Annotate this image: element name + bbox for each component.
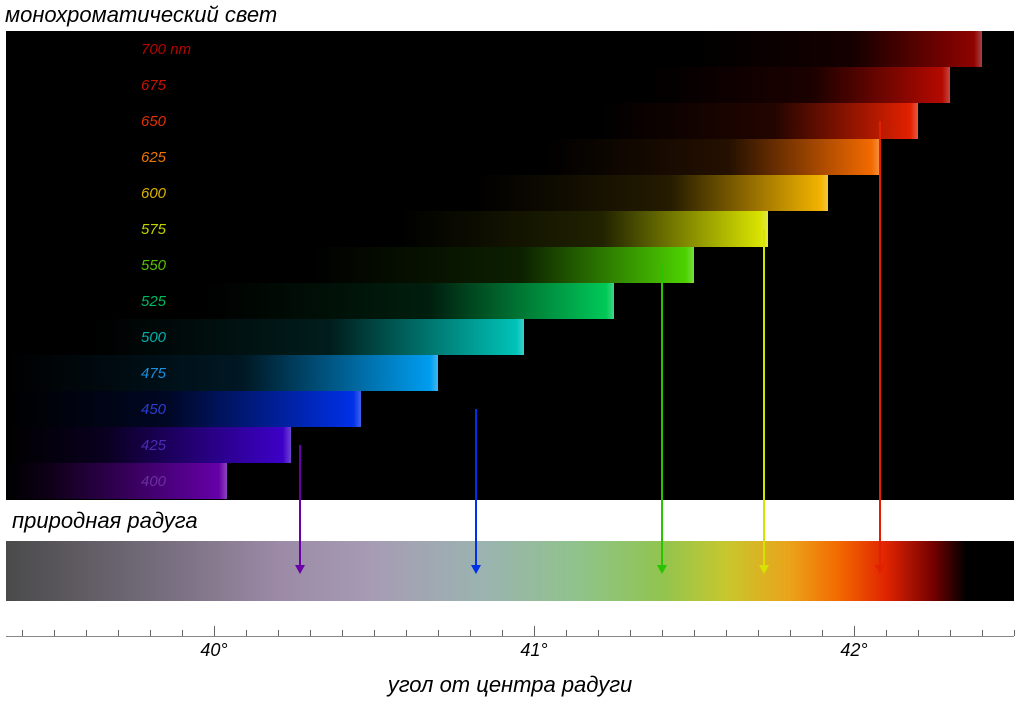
angle-ruler: 40° 41° 42° xyxy=(6,624,1014,668)
spectrum-row-575: 575 xyxy=(6,211,1014,247)
wavelength-label: 625 xyxy=(141,149,166,166)
indicator-arrow xyxy=(661,265,663,565)
indicator-arrow xyxy=(763,229,765,565)
spectrum-row-650: 650 xyxy=(6,103,1014,139)
watermark: Hegny xyxy=(433,510,508,541)
spectrum-row-400: 400 xyxy=(6,463,1014,499)
ruler-tick-major xyxy=(374,630,375,636)
ruler-tick-major xyxy=(182,630,183,636)
wavelength-label: 450 xyxy=(141,401,166,418)
ruler-tick-major xyxy=(342,630,343,636)
ruler-tick-major xyxy=(630,630,631,636)
spectrum-band xyxy=(6,319,524,355)
spectrum-band xyxy=(6,463,227,499)
ruler-tick-major xyxy=(662,630,663,636)
spectrum-row-700: 700 nm xyxy=(6,31,1014,67)
spectrum-band xyxy=(6,211,768,247)
wavelength-label: 425 xyxy=(141,437,166,454)
ruler-tick-major xyxy=(438,630,439,636)
arrow-head-icon xyxy=(657,565,667,574)
wavelength-label: 550 xyxy=(141,257,166,274)
ruler-tick-major xyxy=(726,630,727,636)
ruler-tick-major xyxy=(566,630,567,636)
spectrum-row-600: 600 xyxy=(6,175,1014,211)
indicator-arrow xyxy=(299,445,301,565)
spectrum-row-500: 500 xyxy=(6,319,1014,355)
ruler-tick-minor xyxy=(1014,630,1015,636)
ruler-tick-major xyxy=(278,630,279,636)
spectrum-stack: 700 nm 675 650 625 600 575 550 525 500 475 450 425 4… xyxy=(6,31,1014,500)
ruler-tick-major xyxy=(982,630,983,636)
ruler-tick-major xyxy=(150,630,151,636)
wavelength-label: 650 xyxy=(141,113,166,130)
wavelength-label: 600 xyxy=(141,185,166,202)
rainbow-bar xyxy=(6,541,1014,601)
spectrum-row-450: 450 xyxy=(6,391,1014,427)
spectrum-band xyxy=(6,247,694,283)
spectrum-row-525: 525 xyxy=(6,283,1014,319)
arrow-head-icon xyxy=(759,565,769,574)
ruler-tick-major xyxy=(214,626,215,636)
ruler-tick-minor xyxy=(22,630,23,636)
arrow-head-icon xyxy=(295,565,305,574)
ruler-tick-major xyxy=(950,630,951,636)
spectrum-row-625: 625 xyxy=(6,139,1014,175)
wavelength-label: 500 xyxy=(141,329,166,346)
ruler-tick-major xyxy=(694,630,695,636)
ruler-tick-major xyxy=(886,630,887,636)
spectrum-row-425: 425 xyxy=(6,427,1014,463)
spectrum-band xyxy=(6,391,361,427)
ruler-tick-major xyxy=(54,630,55,636)
ruler-tick-label: 41° xyxy=(520,640,547,661)
wavelength-label: 700 nm xyxy=(141,41,191,58)
spectrum-band xyxy=(6,283,614,319)
wavelength-label: 475 xyxy=(141,365,166,382)
spectrum-row-475: 475 xyxy=(6,355,1014,391)
ruler-tick-major xyxy=(790,630,791,636)
title-natural-rainbow: природная радуга xyxy=(12,508,198,534)
ruler-tick-label: 40° xyxy=(200,640,227,661)
arrow-head-icon xyxy=(875,565,885,574)
spectrum-band xyxy=(6,355,438,391)
ruler-tick-major xyxy=(598,630,599,636)
ruler-tick-major xyxy=(406,630,407,636)
indicator-arrow xyxy=(475,409,477,565)
wavelength-label: 400 xyxy=(141,473,166,490)
spectrum-row-675: 675 xyxy=(6,67,1014,103)
wavelength-label: 575 xyxy=(141,221,166,238)
ruler-tick-major xyxy=(310,630,311,636)
title-monochromatic: монохроматический свет xyxy=(5,2,277,28)
ruler-tick-label: 42° xyxy=(840,640,867,661)
ruler-tick-major xyxy=(118,630,119,636)
ruler-tick-major xyxy=(534,626,535,636)
ruler-tick-major xyxy=(86,630,87,636)
spectrum-band xyxy=(6,175,828,211)
x-axis-label: угол от центра радуги xyxy=(388,672,633,698)
spectrum-row-550: 550 xyxy=(6,247,1014,283)
ruler-tick-major xyxy=(246,630,247,636)
ruler-tick-major xyxy=(502,630,503,636)
ruler-tick-major xyxy=(822,630,823,636)
ruler-tick-major xyxy=(470,630,471,636)
arrow-head-icon xyxy=(471,565,481,574)
ruler-axis-line xyxy=(6,636,1014,637)
wavelength-label: 525 xyxy=(141,293,166,310)
ruler-tick-major xyxy=(854,626,855,636)
spectrum-band xyxy=(6,139,880,175)
figure-root: монохроматический свет 700 nm 675 650 625 60… xyxy=(0,0,1020,710)
indicator-arrow xyxy=(879,121,881,565)
wavelength-label: 675 xyxy=(141,77,166,94)
ruler-tick-major xyxy=(758,630,759,636)
ruler-tick-major xyxy=(918,630,919,636)
